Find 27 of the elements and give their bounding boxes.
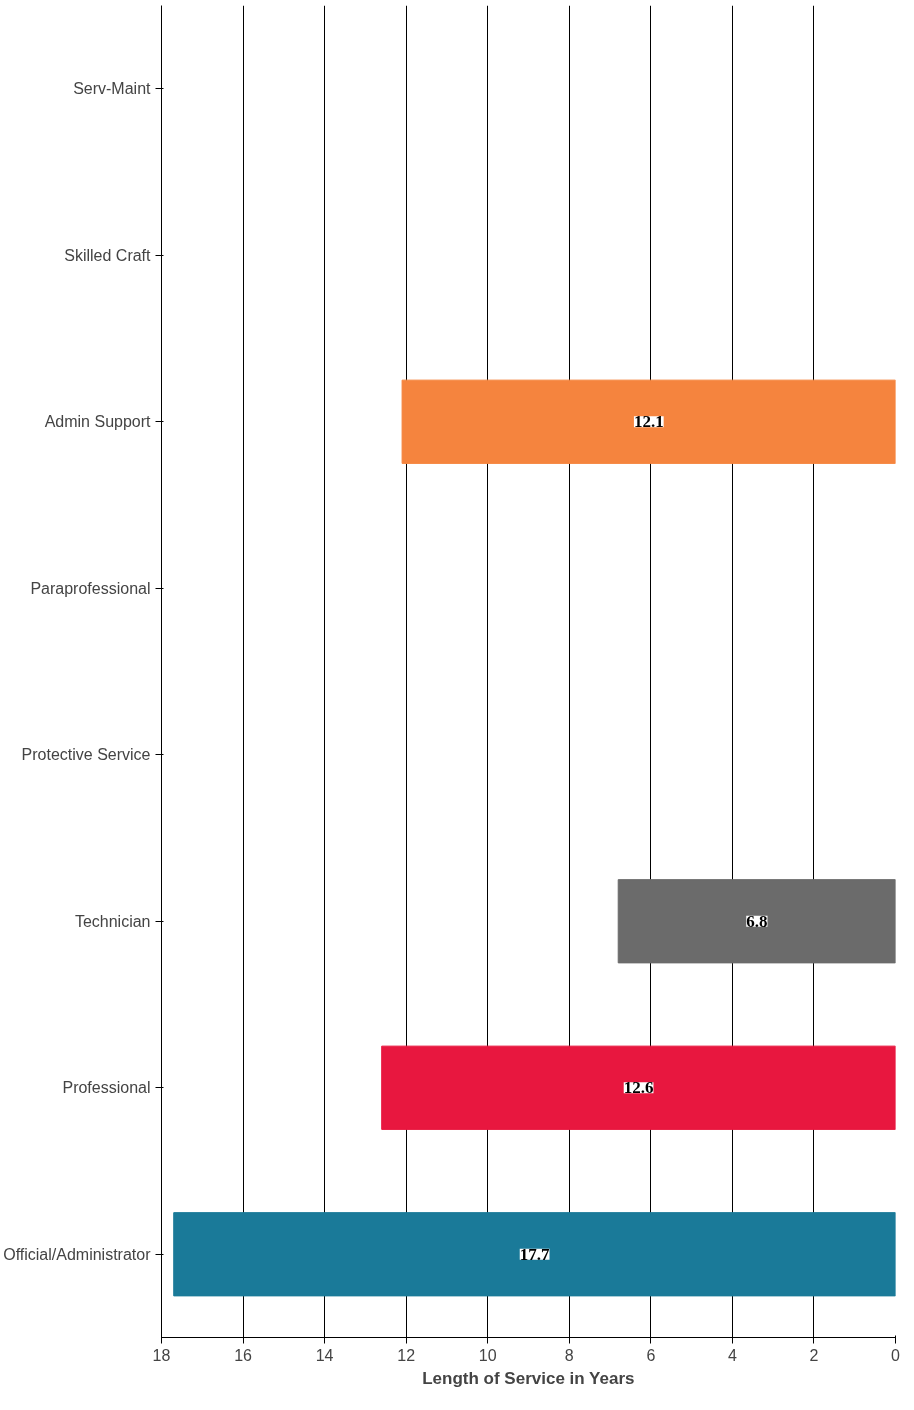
bar [617,879,896,964]
x-tick-label: 8 [564,1346,574,1364]
x-tick-label: 18 [152,1346,171,1364]
data-label: 6.8 [746,911,768,931]
x-tick-label: 2 [809,1346,819,1364]
data-label: 17.7 [519,1244,550,1264]
y-tick-label: Paraprofessional [30,579,151,597]
y-tick-label: Technician [74,912,151,930]
x-tick-label: 10 [478,1346,497,1364]
x-tick-label: 14 [315,1346,334,1364]
x-tick-label: 0 [891,1346,901,1364]
y-tick-label: Protective Service [21,746,151,764]
bar [401,379,896,464]
y-tick-label: Admin Support [44,413,152,431]
x-tick-label: 6 [646,1346,656,1364]
bar [173,1212,896,1297]
y-tick-label: Official/Administrator [3,1245,152,1263]
y-tick-label: Skilled Craft [64,246,152,264]
data-label: 12.1 [633,412,664,432]
x-tick-label: 12 [397,1346,416,1364]
y-tick-label: Serv-Maint [73,80,152,98]
bar [381,1045,896,1130]
x-axis-title: Length of Service in Years [422,1368,635,1388]
x-tick-label: 4 [727,1346,737,1364]
y-tick-label: Professional [62,1079,151,1097]
x-tick-label: 16 [234,1346,253,1364]
data-label: 12.6 [623,1078,654,1098]
